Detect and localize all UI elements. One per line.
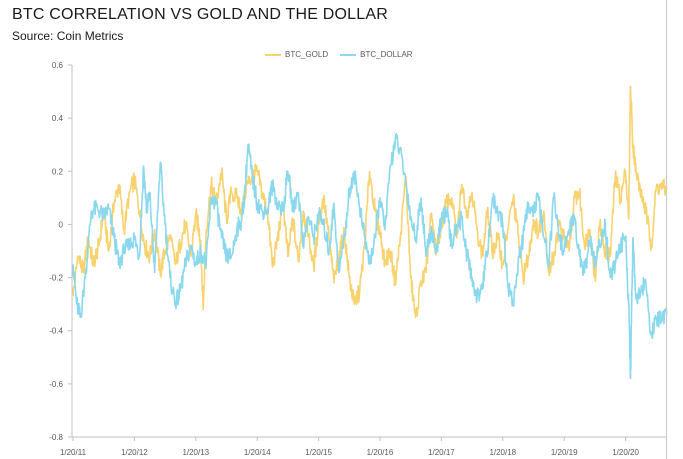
legend-item-btc-dollar: BTC_DOLLAR	[340, 50, 413, 59]
x-tick-label: 1/20/16	[367, 448, 394, 457]
x-tick-label: 1/20/12	[121, 448, 148, 457]
x-tick-label: 1/20/15	[305, 448, 332, 457]
y-tick-label: 0.2	[52, 167, 64, 176]
x-tick-label: 1/20/14	[244, 448, 271, 457]
y-tick-label: -0.2	[49, 274, 63, 283]
chart-title: BTC CORRELATION VS GOLD AND THE DOLLAR	[12, 6, 388, 23]
y-tick-label: 0	[59, 220, 64, 229]
series-line-btc-gold	[72, 85, 668, 319]
y-tick-label: 0.6	[52, 61, 64, 70]
legend-item-btc-gold: BTC_GOLD	[265, 50, 328, 59]
x-tick-label: 1/20/20	[612, 448, 639, 457]
x-tick-label: 1/20/18	[489, 448, 516, 457]
legend-label-btc-gold: BTC_GOLD	[285, 50, 329, 59]
y-tick-label: -0.4	[49, 327, 63, 336]
x-tick-label: 1/20/11	[60, 448, 87, 457]
legend-swatch-btc-gold	[265, 53, 281, 56]
legend-swatch-btc-dollar	[340, 53, 357, 56]
x-tick-label: 1/20/19	[551, 448, 578, 457]
chart-subtitle: Source: Coin Metrics	[12, 29, 124, 43]
x-tick-label: 1/20/17	[428, 448, 455, 457]
y-tick-label: 0.4	[52, 114, 64, 123]
y-tick-label: -0.8	[49, 433, 63, 442]
legend: BTC_GOLD BTC_DOLLAR	[265, 50, 425, 59]
y-tick-label: -0.6	[49, 380, 63, 389]
legend-label-btc-dollar: BTC_DOLLAR	[360, 50, 413, 59]
x-tick-label: 1/20/13	[182, 448, 209, 457]
chart-frame-edge	[666, 0, 667, 459]
series-line-btc-dollar	[72, 132, 668, 380]
